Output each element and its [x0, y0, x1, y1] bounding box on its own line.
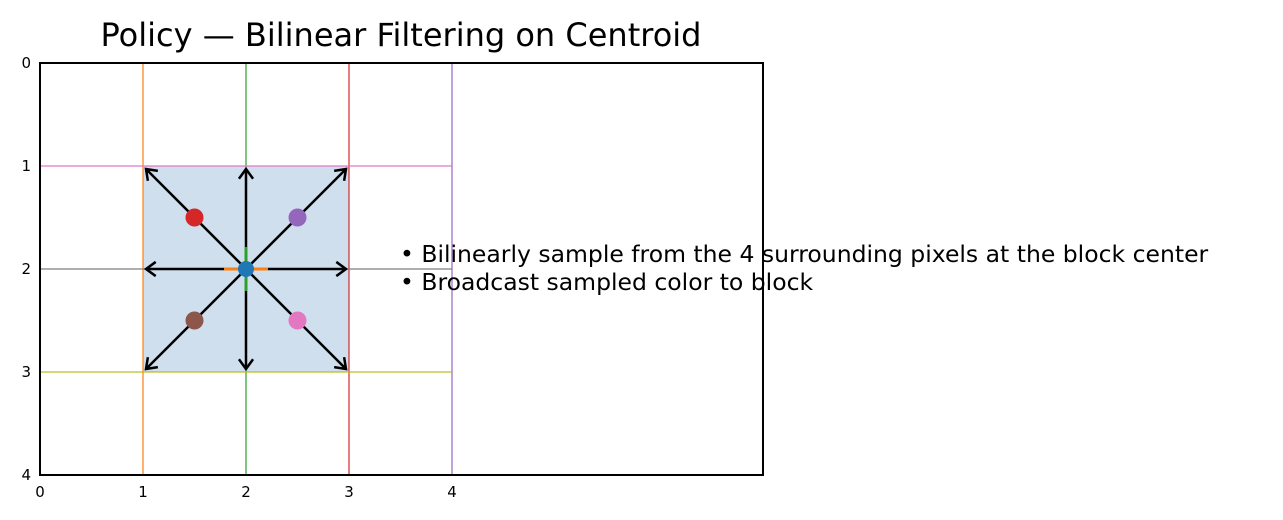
- note-line-2: • Broadcast sampled color to block: [400, 268, 814, 296]
- arrow-head: [237, 358, 255, 372]
- x-tick-label: 3: [344, 483, 354, 501]
- y-tick-label: 0: [21, 54, 31, 72]
- y-tick-label: 1: [21, 157, 31, 175]
- sample-point-1: [185, 208, 204, 227]
- x-tick-label: 4: [447, 483, 457, 501]
- y-tick-label: 2: [21, 260, 31, 278]
- sample-point-2: [288, 208, 307, 227]
- annotation-notes: • Bilinearly sample from the 4 surroundi…: [400, 240, 1209, 296]
- arrow-head: [144, 167, 159, 182]
- y-tick-label: 4: [21, 466, 31, 484]
- note-line-1: • Bilinearly sample from the 4 surroundi…: [400, 240, 1209, 268]
- sample-point-4: [288, 311, 307, 330]
- arrow-head: [143, 260, 157, 278]
- arrow-head: [333, 167, 348, 182]
- centroid-point: [238, 261, 254, 277]
- arrow-head: [237, 166, 255, 180]
- arrow-head: [333, 356, 348, 371]
- sample-point-3: [185, 311, 204, 330]
- x-tick-label: 1: [138, 483, 148, 501]
- x-tick-label: 0: [35, 483, 45, 501]
- plot-frame: [39, 62, 764, 476]
- figure-title: Policy — Bilinear Filtering on Centroid: [101, 16, 702, 54]
- y-tick-label: 3: [21, 363, 31, 381]
- x-tick-label: 2: [241, 483, 251, 501]
- arrow-head: [144, 356, 159, 371]
- arrow-head: [335, 260, 349, 278]
- plot-area: [40, 63, 453, 475]
